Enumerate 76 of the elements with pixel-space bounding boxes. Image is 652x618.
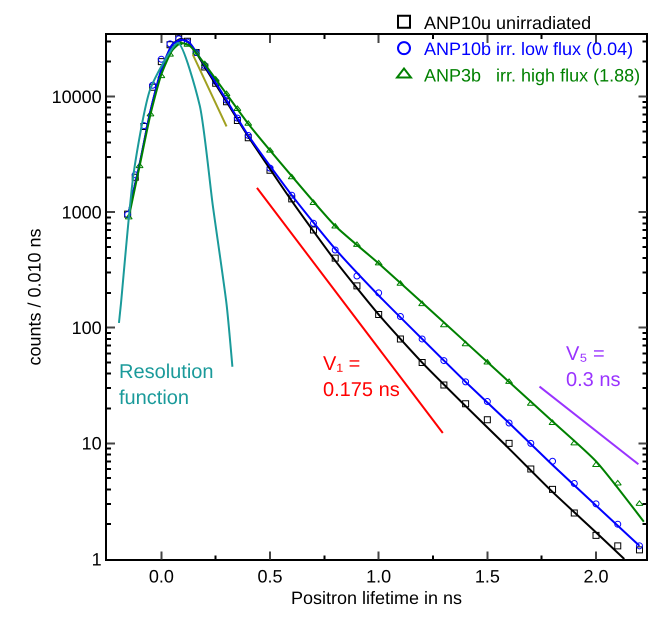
- point: [592, 500, 600, 508]
- point: [462, 340, 470, 346]
- point: [418, 359, 426, 366]
- point: [462, 400, 470, 408]
- point: [506, 420, 513, 426]
- point: [570, 509, 578, 516]
- point: [506, 440, 513, 447]
- point: [440, 322, 448, 328]
- point: [310, 226, 317, 234]
- point: [266, 147, 274, 153]
- point: [396, 335, 404, 342]
- x-tick-label: 0.5: [257, 566, 283, 586]
- point: [614, 542, 622, 550]
- point: [136, 162, 144, 168]
- point: [570, 440, 578, 446]
- y-tick-label: 10000: [52, 86, 102, 107]
- point: [418, 335, 426, 342]
- point: [244, 132, 252, 139]
- point: [527, 440, 534, 447]
- point: [200, 60, 209, 66]
- point: [396, 280, 404, 286]
- point: [352, 241, 361, 247]
- y-axis-title: counts / 0.010 ns: [24, 228, 44, 366]
- point: [483, 359, 492, 365]
- y-tick-label: 1000: [62, 202, 102, 222]
- point: [636, 546, 643, 554]
- point: [418, 300, 426, 306]
- point: [288, 192, 296, 199]
- x-tick-label: 0.0: [148, 566, 174, 586]
- point: [331, 223, 340, 229]
- y-tick-label: 1: [92, 549, 102, 570]
- point: [353, 272, 360, 280]
- point: [570, 480, 578, 487]
- point: [222, 90, 230, 96]
- point: [353, 282, 360, 290]
- x-tick-label: 1.0: [366, 566, 392, 586]
- point: [440, 357, 448, 364]
- legend-label: ANP10b irr. low flux (0.04): [424, 39, 634, 60]
- point: [332, 246, 339, 254]
- point: [549, 486, 556, 493]
- point: [375, 289, 382, 296]
- point: [549, 458, 556, 465]
- point: [374, 260, 383, 266]
- legend-label: ANP10u unirradiated: [424, 12, 592, 33]
- point: [484, 416, 491, 424]
- point: [233, 105, 242, 111]
- point: [592, 532, 600, 539]
- point: [527, 466, 534, 473]
- x-axis-title: Positron lifetime in ns: [290, 588, 462, 608]
- y-tick-label: 100: [72, 318, 102, 338]
- x-tick-label: 2.0: [583, 566, 609, 586]
- annotation: V₅ = 0.3 ns: [566, 343, 620, 391]
- point: [158, 56, 165, 63]
- point: [636, 542, 643, 550]
- point: [310, 199, 318, 205]
- point: [396, 313, 404, 320]
- point: [310, 220, 317, 227]
- point: [288, 174, 296, 180]
- point: [462, 378, 470, 386]
- point: [440, 381, 448, 388]
- point: [526, 400, 535, 406]
- point: [288, 195, 296, 202]
- point: [484, 398, 491, 406]
- point: [124, 214, 133, 220]
- point: [614, 520, 622, 528]
- legend-label: ANP3b irr. high flux (1.88): [424, 66, 640, 86]
- y-tick-label: 10: [82, 434, 102, 454]
- point: [614, 480, 622, 486]
- point: [505, 378, 514, 384]
- annotation: V₁ = 0.175 ns: [323, 353, 400, 401]
- annotation: Resolution function: [119, 361, 214, 409]
- point: [636, 500, 644, 506]
- x-tick-label: 1.5: [474, 566, 500, 586]
- point: [332, 254, 339, 262]
- point: [244, 120, 252, 126]
- point: [375, 311, 382, 318]
